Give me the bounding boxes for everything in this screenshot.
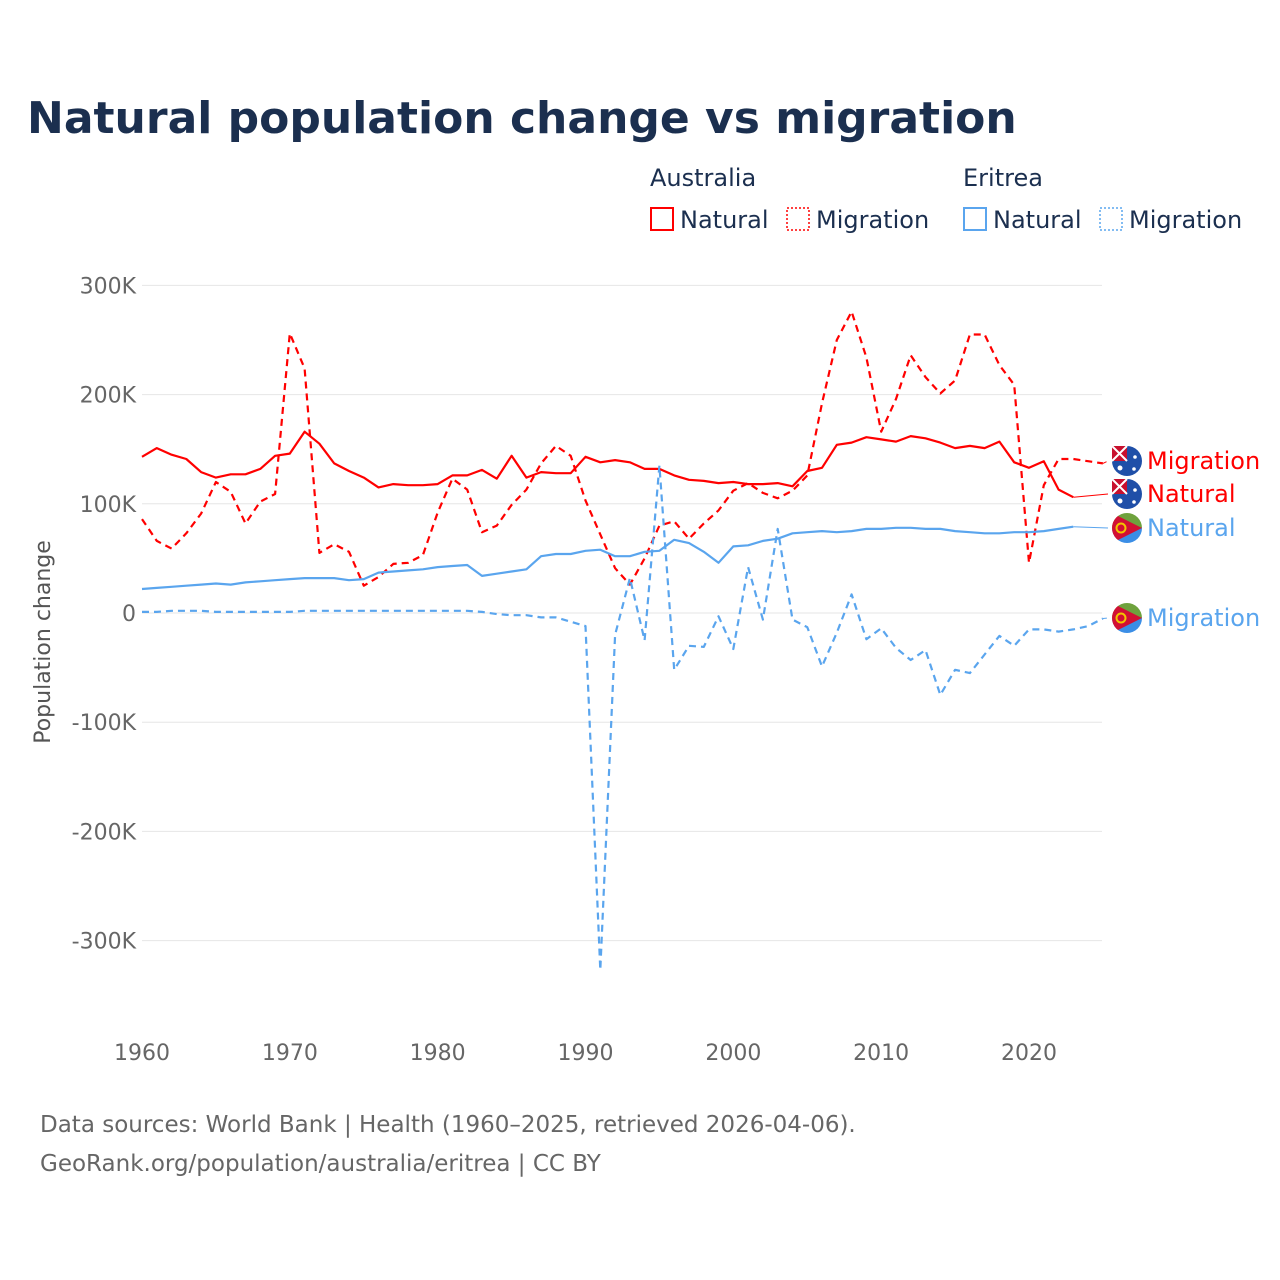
legend: Australia Natural Migration Eritrea Natural M… xyxy=(650,164,1242,234)
eritrea-flag-icon xyxy=(1112,513,1142,543)
legend-label: Migration xyxy=(816,206,929,234)
flag-body xyxy=(1112,603,1142,633)
end-label: Migration xyxy=(1147,604,1260,632)
legend-swatch xyxy=(650,207,674,231)
chart-title: Natural population change vs migration xyxy=(27,93,1017,144)
x-tick-label: 2020 xyxy=(1001,1041,1057,1066)
legend-item[interactable]: Migration xyxy=(786,206,929,234)
flag-body xyxy=(1112,513,1142,543)
legend-label: Migration xyxy=(1129,206,1242,234)
y-tick-label: -100K xyxy=(72,711,137,736)
series-line-australia-natural xyxy=(141,430,1074,499)
flag-star xyxy=(1133,488,1137,492)
flag-star xyxy=(1132,500,1136,504)
y-axis: 300K 200K 100K 0 -100K -200K -300K xyxy=(72,274,137,954)
flag-cross xyxy=(1111,478,1128,495)
legend-swatch xyxy=(786,207,810,231)
y-tick-label: 300K xyxy=(80,274,137,299)
y-tick-label: 200K xyxy=(80,384,137,409)
legend-label: Natural xyxy=(680,206,769,234)
eritrea-flag-icon xyxy=(1112,603,1142,633)
x-tick-label: 1990 xyxy=(558,1041,614,1066)
series-line-eritrea-natural xyxy=(141,525,1074,591)
y-tick-label: 100K xyxy=(80,493,137,518)
x-tick-label: 2000 xyxy=(705,1041,761,1066)
australia-flag-icon xyxy=(1111,445,1142,476)
y-tick-label: 0 xyxy=(122,602,136,627)
x-tick-label: 1970 xyxy=(262,1041,318,1066)
flag-star xyxy=(1117,498,1123,504)
flag-star xyxy=(1133,455,1137,459)
x-tick-label: 1980 xyxy=(410,1041,466,1066)
label-connector xyxy=(1102,460,1109,464)
x-tick-label: 2010 xyxy=(853,1041,909,1066)
flag-cross xyxy=(1111,445,1128,462)
y-axis-label: Population change xyxy=(31,540,56,744)
x-tick-label: 1960 xyxy=(114,1041,170,1066)
series-line-eritrea-migration xyxy=(142,464,1104,972)
legend-item[interactable]: Natural xyxy=(650,206,769,234)
y-tick-label: -200K xyxy=(72,820,137,845)
x-axis: 1960 1970 1980 1990 2000 2010 2020 xyxy=(114,1041,1057,1066)
grid xyxy=(142,284,1102,942)
end-label: Migration xyxy=(1147,447,1260,475)
legend-swatch xyxy=(963,207,987,231)
flag-star xyxy=(1132,467,1136,471)
australia-flag-icon xyxy=(1111,478,1142,509)
series-line-australia-migration xyxy=(141,310,1104,587)
footer-source: Data sources: World Bank | Health (1960–… xyxy=(40,1112,856,1138)
y-tick-label: -300K xyxy=(72,930,137,955)
label-connector xyxy=(1073,493,1109,498)
label-connector xyxy=(1073,526,1109,529)
legend-group-title: Eritrea xyxy=(963,164,1043,192)
legend-swatch xyxy=(1099,207,1123,231)
legend-group-title: Australia xyxy=(650,164,756,192)
end-labels: Natural Migration Natural Migration xyxy=(1073,445,1260,633)
legend-item[interactable]: Natural xyxy=(963,206,1082,234)
legend-label: Natural xyxy=(993,206,1082,234)
footer-link[interactable]: GeoRank.org/population/australia/eritrea… xyxy=(40,1151,602,1177)
end-label: Natural xyxy=(1147,480,1236,508)
series-lines xyxy=(141,310,1104,972)
flag-star xyxy=(1117,465,1123,471)
end-label: Natural xyxy=(1147,514,1236,542)
legend-item[interactable]: Migration xyxy=(1099,206,1242,234)
